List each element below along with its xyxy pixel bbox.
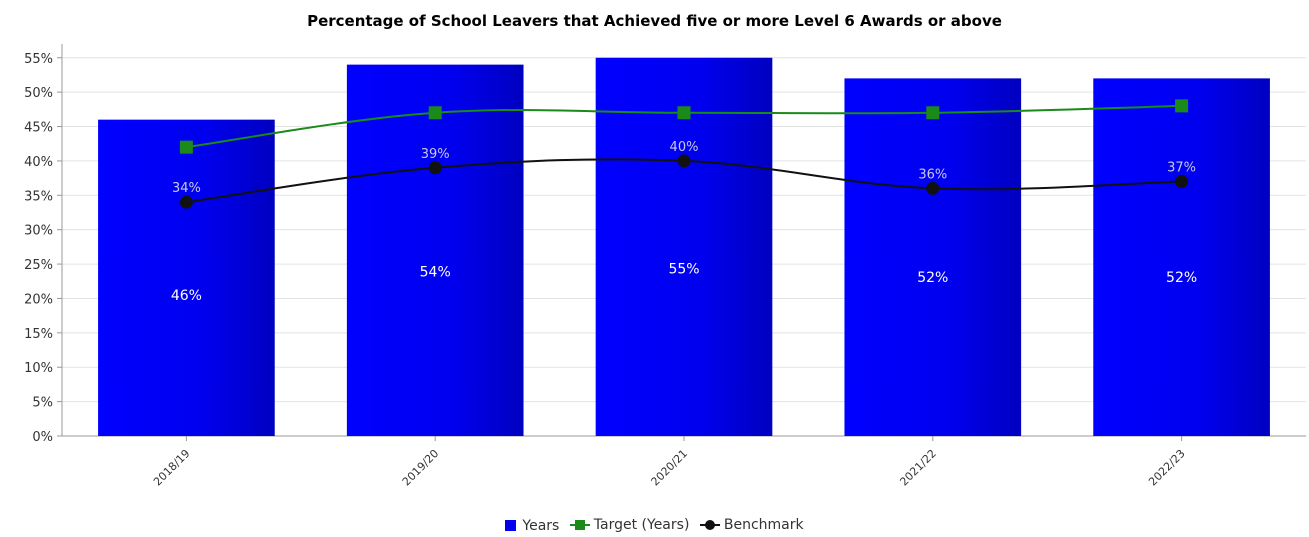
x-tick-label: 2019/20 <box>400 447 442 489</box>
bar-value-label: 52% <box>917 270 948 286</box>
bar-value-label: 54% <box>420 264 451 280</box>
bar-years <box>1093 78 1270 437</box>
point-value-label: 37% <box>1167 161 1196 176</box>
legend-item-years[interactable]: Years <box>505 518 559 534</box>
y-tick-label: 15% <box>24 327 53 342</box>
legend-swatch-years <box>505 520 517 531</box>
chart-plot: 0% 5% 10% 15% 20% 25% 30% 35% 40% 45% 50% 55% 2018/1… <box>24 44 1306 489</box>
marker-target-years <box>926 106 940 120</box>
marker-target-years <box>179 140 193 154</box>
legend-item-benchmark[interactable]: Benchmark <box>699 517 804 533</box>
bar-years <box>595 57 773 436</box>
y-tick-label: 5% <box>32 396 53 411</box>
bar-value-label: 52% <box>1166 270 1197 286</box>
marker-target-years <box>1175 99 1189 113</box>
legend-label-benchmark: Benchmark <box>723 517 804 533</box>
bar-years <box>844 78 1022 437</box>
y-tick-label: 35% <box>24 189 53 204</box>
bar-value-label: 55% <box>668 261 699 277</box>
point-value-label: 36% <box>918 167 947 182</box>
legend-item-target[interactable]: Target (Years) <box>569 517 690 533</box>
bar-years <box>346 64 524 436</box>
chart-title: Percentage of School Leavers that Achiev… <box>307 12 1002 30</box>
x-tick-label: 2021/22 <box>897 447 939 489</box>
legend-swatch-benchmark <box>699 519 720 531</box>
y-tick-label: 40% <box>24 155 53 170</box>
y-tick-label: 0% <box>32 430 53 445</box>
legend-label-target: Target (Years) <box>593 517 690 533</box>
y-tick-label: 45% <box>24 121 53 136</box>
x-tick-label: 2020/21 <box>649 447 691 489</box>
y-tick-label: 20% <box>24 292 53 307</box>
y-tick-label: 50% <box>24 86 53 101</box>
marker-benchmark <box>179 195 193 209</box>
marker-benchmark <box>926 181 940 195</box>
marker-benchmark <box>1175 175 1189 189</box>
legend: Years Target (Years) Benchmark <box>0 517 1309 535</box>
y-tick-label: 25% <box>24 258 53 273</box>
x-tick-label: 2022/23 <box>1146 447 1188 489</box>
point-value-label: 39% <box>421 147 450 162</box>
marker-benchmark <box>677 154 691 168</box>
y-tick-label: 30% <box>24 224 53 239</box>
legend-swatch-target <box>569 519 590 531</box>
bar-years <box>98 119 275 437</box>
point-value-label: 34% <box>172 181 201 196</box>
y-tick-label: 55% <box>24 52 53 67</box>
bar-value-label: 46% <box>171 288 202 304</box>
x-tick-label: 2018/19 <box>151 447 193 489</box>
point-value-label: 40% <box>670 140 699 155</box>
y-tick-label: 10% <box>24 361 53 376</box>
legend-label-years: Years <box>522 517 560 534</box>
marker-benchmark <box>428 161 442 175</box>
marker-target-years <box>677 106 691 120</box>
marker-target-years <box>428 106 442 120</box>
